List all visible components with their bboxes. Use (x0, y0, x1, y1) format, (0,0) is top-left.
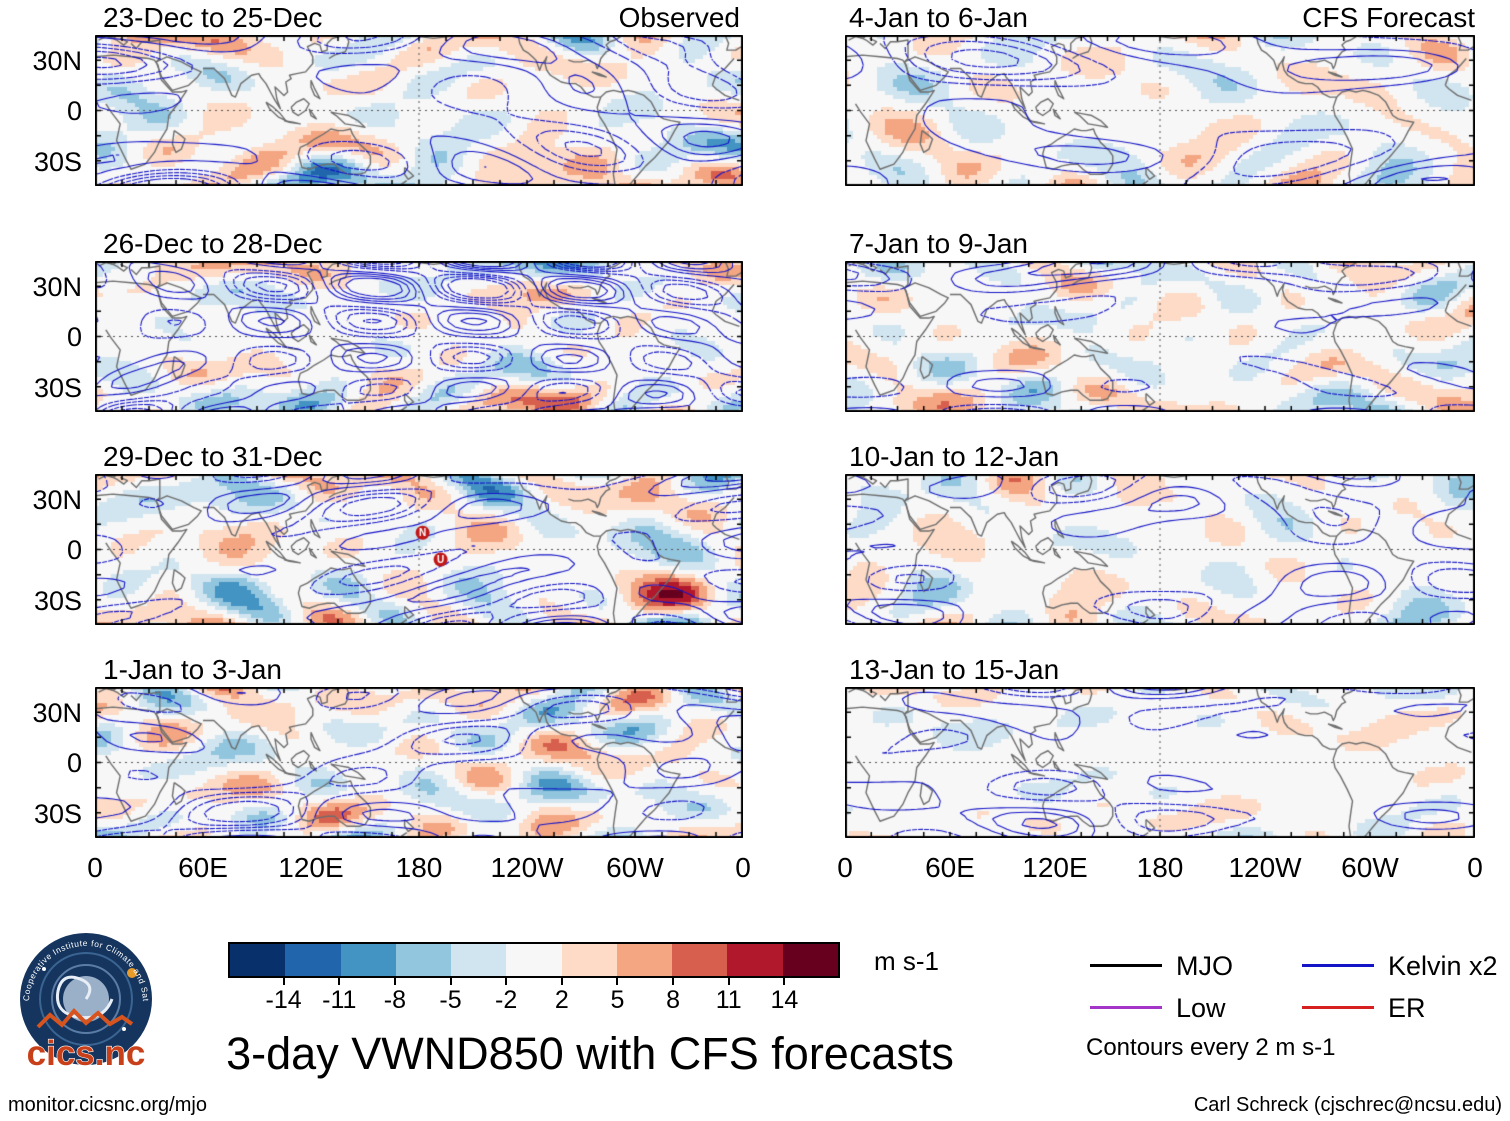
panel-title: 1-Jan to 3-Jan (103, 654, 282, 685)
legend-line-low (1090, 1006, 1162, 1009)
colorbar-tick-label: -8 (383, 986, 407, 1014)
y-tick-label: 30S (33, 147, 82, 177)
colorbar-tick (783, 978, 786, 985)
colorbar-cell (672, 944, 728, 976)
y-tick-label: 0 (66, 96, 82, 126)
colorbar-tick-label: -14 (265, 986, 302, 1014)
colorbar-cell (230, 944, 286, 976)
map-canvas-observed-3 (95, 474, 743, 625)
x-tick-label: 180 (1136, 852, 1184, 883)
mountains-icon (36, 1008, 134, 1029)
colorbar-cell (451, 944, 507, 976)
colorbar-cell (506, 944, 562, 976)
map-canvas-forecast-4 (845, 687, 1475, 838)
colorbar-tick (727, 978, 730, 985)
figure-title: 3-day VWND850 with CFS forecasts (226, 1028, 954, 1079)
map-canvas-observed-1 (95, 35, 743, 186)
colorbar-tick-label: -11 (322, 986, 357, 1014)
legend-line-kelvin (1302, 964, 1374, 967)
legend-label-er: ER (1388, 993, 1426, 1023)
y-tick-label: 30N (32, 46, 82, 76)
legend-label-low: Low (1176, 993, 1226, 1023)
colorbar-tick-label: 5 (610, 986, 625, 1014)
colorbar (228, 942, 840, 978)
colorbar-cell (285, 944, 341, 976)
map-canvas-observed-2 (95, 261, 743, 412)
y-tick-label: 30S (33, 799, 82, 829)
x-tick-label: 120W (1228, 852, 1302, 883)
y-tick-label: 30N (32, 272, 82, 302)
colorbar-cell (616, 944, 673, 976)
colorbar-cell (727, 944, 783, 976)
colorbar-tick (560, 978, 563, 985)
contour-interval-note: Contours every 2 m s-1 (1086, 1034, 1336, 1061)
colorbar-tick-label: 14 (770, 986, 799, 1014)
footer-url: monitor.cicsnc.org/mjo (8, 1094, 207, 1116)
colorbar-tick-label: 2 (554, 986, 569, 1014)
colorbar-tick (449, 978, 452, 985)
colorbar-tick-label: -5 (439, 986, 462, 1014)
colorbar-units: m s-1 (874, 946, 939, 976)
panel-title: 13-Jan to 15-Jan (849, 654, 1060, 685)
panel-title: 29-Dec to 31-Dec (103, 441, 323, 472)
x-tick-label: 60W (606, 852, 664, 883)
legend-line-er (1302, 1006, 1374, 1009)
cicsnc-logo: Cooperative Institute for Climate and Sa… (8, 925, 152, 1074)
x-tick-label: 0 (87, 852, 103, 883)
legend-label-mjo: MJO (1176, 951, 1233, 981)
panel-title: 4-Jan to 6-Jan (849, 2, 1028, 33)
panel-title: 7-Jan to 9-Jan (849, 228, 1028, 259)
y-tick-label: 0 (66, 748, 82, 778)
y-tick-label: 30S (33, 586, 82, 616)
colorbar-tick-label: 11 (715, 986, 742, 1014)
x-tick-label: 0 (735, 852, 751, 883)
y-tick-label: 30N (32, 698, 82, 728)
colorbar-tick (338, 978, 341, 985)
colorbar-tick-label: 8 (666, 986, 681, 1014)
panel-title: 10-Jan to 12-Jan (849, 441, 1060, 472)
y-tick-label: 0 (66, 322, 82, 352)
map-canvas-forecast-1 (845, 35, 1475, 186)
colorbar-cell (782, 944, 838, 976)
x-tick-label: 0 (1467, 852, 1483, 883)
y-tick-label: 0 (66, 535, 82, 565)
colorbar-tick (672, 978, 675, 985)
x-tick-label: 60W (1341, 852, 1399, 883)
map-canvas-observed-4 (95, 687, 743, 838)
colorbar-tick (616, 978, 619, 985)
footer-credit: Carl Schreck (cjschrec@ncsu.edu) (1193, 1094, 1502, 1116)
logo-wordmark: cics.nc (27, 1034, 146, 1073)
colorbar-tick (393, 978, 396, 985)
legend-label-kelvin: Kelvin x2 (1388, 951, 1498, 981)
x-tick-label: 120W (490, 852, 564, 883)
x-axis-left: 0 60E 120E 180 120W 60W 0 (87, 852, 751, 886)
x-tick-label: 120E (1022, 852, 1088, 883)
colorbar-cell (395, 944, 452, 976)
panel-title: 26-Dec to 28-Dec (103, 228, 323, 259)
colorbar-tick (282, 978, 285, 985)
x-tick-label: 120E (278, 852, 344, 883)
legend-line-mjo (1090, 964, 1162, 967)
map-canvas-forecast-2 (845, 261, 1475, 412)
colorbar-tick-label: -2 (495, 986, 518, 1014)
colorbar-cell (340, 944, 396, 976)
x-tick-label: 180 (395, 852, 443, 883)
y-tick-label: 30S (33, 373, 82, 403)
x-tick-label: 60E (178, 852, 228, 883)
x-tick-label: 0 (837, 852, 853, 883)
colorbar-cell (561, 944, 617, 976)
y-tick-label: 30N (32, 485, 82, 515)
x-axis-right: 0 60E 120E 180 120W 60W 0 (837, 852, 1483, 886)
sun-icon (127, 968, 137, 978)
x-tick-label: 60E (925, 852, 975, 883)
map-canvas-forecast-3 (845, 474, 1475, 625)
column-header-cfs-forecast: CFS Forecast (1302, 2, 1475, 33)
column-header-observed: Observed (618, 2, 740, 33)
colorbar-tick (505, 978, 508, 985)
panel-title: 23-Dec to 25-Dec (103, 2, 323, 33)
